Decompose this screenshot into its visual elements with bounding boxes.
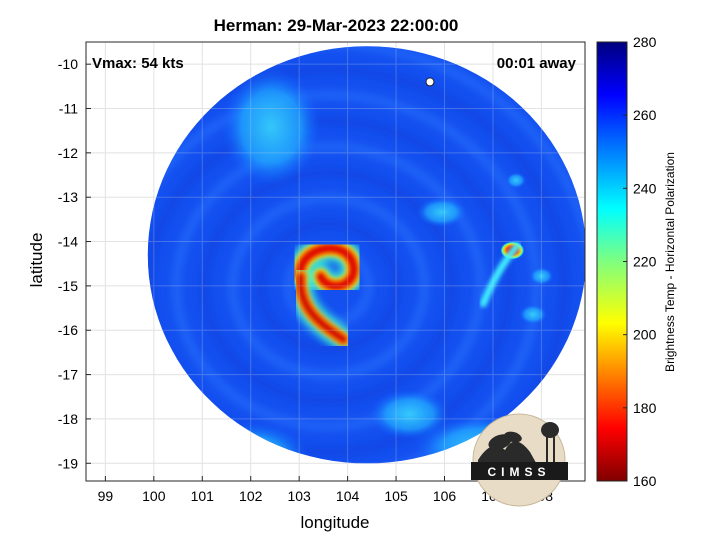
y-tick-label: -10	[58, 56, 78, 72]
x-tick-label: 106	[433, 488, 457, 504]
rain-band	[172, 142, 486, 431]
y-axis-ticks: -10 -11 -12 -13 -14 -15 -16 -17 -18 -19	[58, 56, 91, 471]
y-tick-label: -14	[58, 234, 78, 250]
rain-band	[200, 167, 458, 406]
cloud-cluster	[221, 67, 322, 188]
colorbar-tick-label: 260	[633, 107, 657, 123]
y-tick-label: -17	[58, 367, 78, 383]
y-axis-label: latitude	[27, 233, 46, 288]
y-tick-label: -15	[58, 278, 78, 294]
cloud-cluster	[529, 267, 554, 286]
rain-band	[147, 90, 542, 464]
cloud-cluster	[519, 304, 548, 325]
cloud-cluster	[505, 172, 526, 189]
x-tick-label: 105	[384, 488, 408, 504]
colorbar-tick-label: 240	[633, 180, 657, 196]
colorbar-tick-label: 220	[633, 254, 657, 270]
cimss-logo-text: CIMSS	[487, 465, 550, 479]
y-tick-label: -11	[59, 101, 78, 117]
small-cell	[425, 77, 435, 87]
x-axis-label: longitude	[300, 513, 369, 532]
x-tick-label: 104	[336, 488, 360, 504]
cloud-cluster	[416, 197, 467, 228]
colorbar-tick-label: 280	[633, 34, 657, 50]
x-tick-label: 102	[239, 488, 263, 504]
x-tick-label: 99	[98, 488, 114, 504]
rain-band	[256, 219, 402, 354]
cimss-logo: CIMSS	[471, 413, 568, 507]
y-tick-label: -16	[58, 322, 78, 338]
outer-band	[479, 242, 521, 308]
rain-band	[228, 193, 430, 380]
colorbar-tick-label: 160	[633, 473, 657, 489]
y-tick-label: -18	[58, 411, 78, 427]
colorbar-ticks: 280 260 240 220 200 180 160	[623, 34, 657, 489]
vmax-label: Vmax: 54 kts	[92, 55, 184, 72]
time-away-label: 00:01 away	[497, 55, 577, 72]
x-tick-label: 103	[287, 488, 311, 504]
colorbar-tick-label: 200	[633, 327, 657, 343]
y-tick-label: -12	[58, 145, 78, 161]
x-tick-label: 101	[191, 488, 215, 504]
rain-band	[147, 64, 570, 464]
cloud-cluster	[369, 389, 450, 440]
eyewall-core	[296, 243, 359, 291]
gridlines-overlay	[86, 42, 585, 481]
plot-title: Herman: 29-Mar-2023 22:00:00	[214, 16, 459, 35]
colorbar	[596, 41, 628, 482]
colorbar-tick-label: 180	[633, 400, 657, 416]
y-tick-label: -19	[58, 455, 78, 471]
eyewall-tail-core	[297, 272, 348, 343]
x-axis-ticks: 99100101102103104105106107108	[98, 476, 553, 504]
x-tick-label: 100	[142, 488, 166, 504]
y-tick-label: -13	[58, 189, 78, 205]
axes-frame	[85, 41, 586, 482]
colorbar-label: Brightness Temp - Horizontal Polarizatio…	[663, 152, 677, 372]
